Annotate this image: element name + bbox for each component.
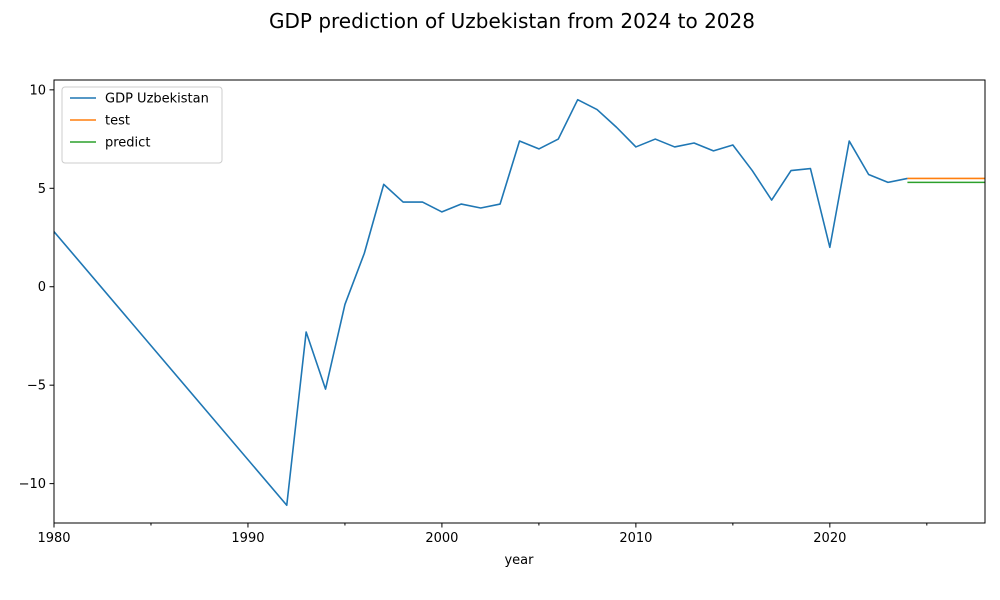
plot-frame [53, 79, 986, 524]
legend-label: GDP Uzbekistan [105, 92, 209, 107]
y-tick-label: 10 [29, 83, 46, 98]
y-tick-label: 5 [38, 182, 46, 197]
y-tick-label: 0 [38, 280, 46, 295]
legend-box [61, 86, 223, 164]
x-axis: 1980 1990 2000 2010 2020 [37, 523, 928, 546]
plot-area [54, 98, 985, 507]
legend-label: predict [105, 136, 150, 151]
x-tick-label: 1980 [37, 531, 70, 546]
series-line-0 [54, 98, 908, 507]
y-tick-label: −5 [27, 379, 46, 394]
legend-label: test [105, 114, 130, 129]
y-tick-label: −10 [19, 477, 46, 492]
x-axis-label: year [504, 553, 534, 568]
chart-title: GDP prediction of Uzbekistan from 2024 t… [269, 9, 755, 33]
legend: GDP Uzbekistan test predict [61, 86, 223, 164]
x-tick-label: 2000 [425, 531, 458, 546]
x-tick-label: 1990 [231, 531, 264, 546]
x-tick-label: 2010 [619, 531, 652, 546]
y-axis: −10 −5 0 5 10 [19, 83, 54, 492]
x-tick-label: 2020 [813, 531, 846, 546]
